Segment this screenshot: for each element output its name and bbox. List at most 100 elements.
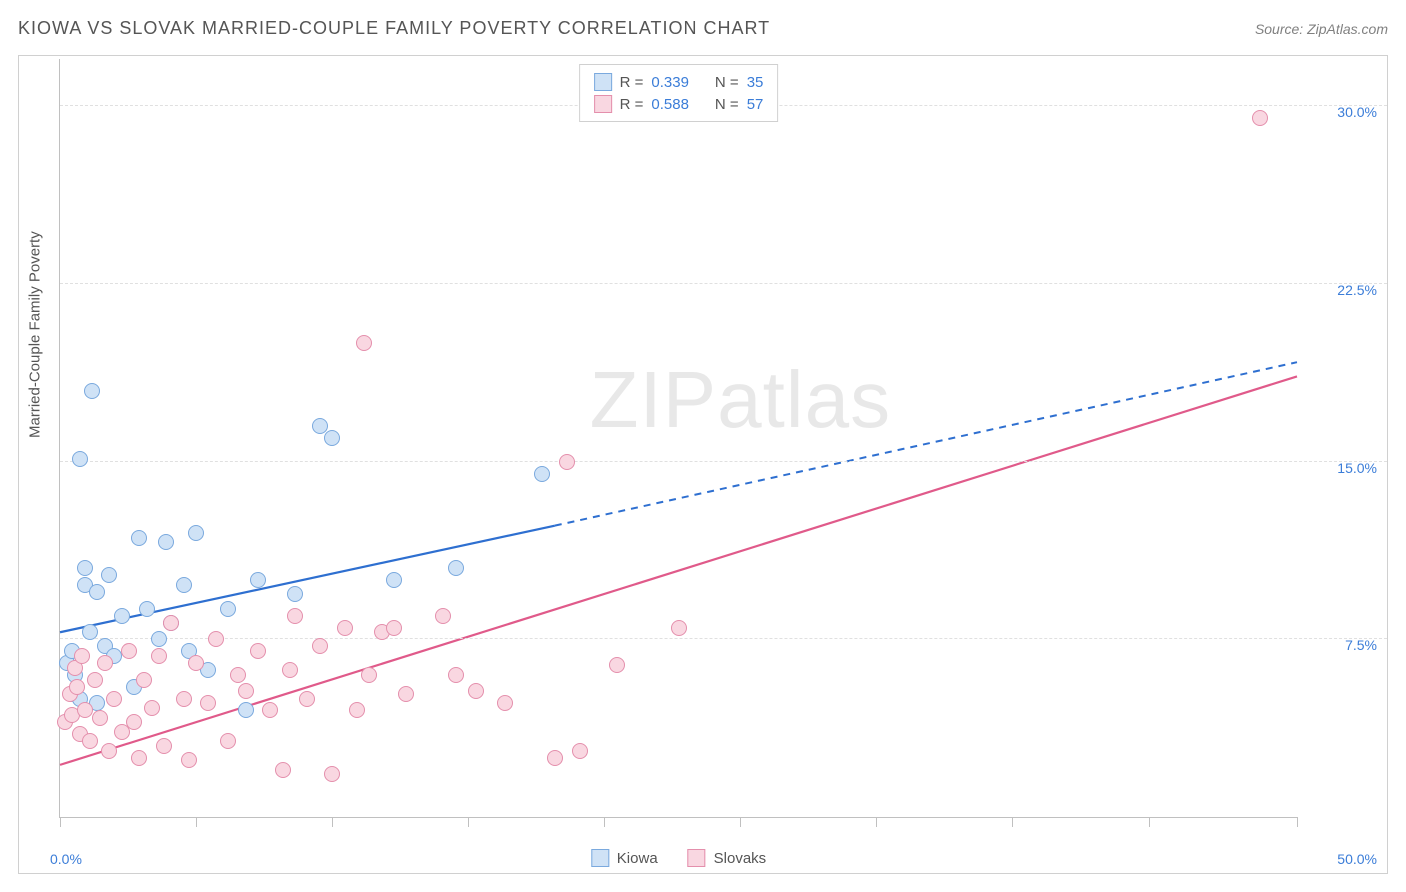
data-point-slovaks [238, 683, 254, 699]
gridline-h [60, 461, 1387, 462]
data-point-slovaks [435, 608, 451, 624]
data-point-slovaks [87, 672, 103, 688]
data-point-slovaks [82, 733, 98, 749]
x-tick [332, 817, 333, 827]
data-point-slovaks [208, 631, 224, 647]
y-tick-label: 7.5% [1345, 637, 1377, 653]
y-tick-label: 15.0% [1337, 460, 1377, 476]
data-point-slovaks [287, 608, 303, 624]
y-tick-label: 30.0% [1337, 104, 1377, 120]
data-point-slovaks [559, 454, 575, 470]
data-point-slovaks [77, 702, 93, 718]
data-point-kiowa [101, 567, 117, 583]
data-point-slovaks [547, 750, 563, 766]
data-point-slovaks [188, 655, 204, 671]
data-point-slovaks [181, 752, 197, 768]
data-point-kiowa [89, 584, 105, 600]
series-legend-label: Slovaks [714, 850, 767, 867]
data-point-kiowa [84, 383, 100, 399]
data-point-slovaks [324, 766, 340, 782]
legend-row-kiowa: R = 0.339 N = 35 [594, 71, 764, 93]
legend-swatch-slovaks [688, 849, 706, 867]
chart-container: Married-Couple Family Poverty ZIPatlas R… [18, 55, 1388, 874]
data-point-slovaks [312, 638, 328, 654]
x-tick [1012, 817, 1013, 827]
data-point-slovaks [156, 738, 172, 754]
data-point-slovaks [497, 695, 513, 711]
y-tick-label: 22.5% [1337, 282, 1377, 298]
gridline-h [60, 638, 1387, 639]
data-point-kiowa [151, 631, 167, 647]
data-point-kiowa [534, 466, 550, 482]
data-point-kiowa [176, 577, 192, 593]
legend-n-value: 35 [747, 74, 764, 91]
data-point-kiowa [82, 624, 98, 640]
data-point-slovaks [230, 667, 246, 683]
watermark: ZIPatlas [590, 354, 891, 446]
x-tick [60, 817, 61, 827]
data-point-slovaks [92, 710, 108, 726]
data-point-slovaks [131, 750, 147, 766]
legend-r-label: R = [620, 74, 644, 91]
series-legend: Kiowa Slovaks [591, 849, 766, 867]
data-point-slovaks [468, 683, 484, 699]
data-point-kiowa [220, 601, 236, 617]
data-point-slovaks [448, 667, 464, 683]
regression-legend: R = 0.339 N = 35 R = 0.588 N = 57 [579, 64, 779, 122]
x-tick [1149, 817, 1150, 827]
legend-r-value: 0.339 [651, 74, 689, 91]
data-point-slovaks [163, 615, 179, 631]
data-point-slovaks [349, 702, 365, 718]
data-point-kiowa [139, 601, 155, 617]
data-point-slovaks [361, 667, 377, 683]
x-tick-label: 0.0% [50, 851, 82, 867]
data-point-slovaks [671, 620, 687, 636]
data-point-slovaks [282, 662, 298, 678]
data-point-slovaks [1252, 110, 1268, 126]
data-point-slovaks [275, 762, 291, 778]
x-tick [196, 817, 197, 827]
legend-swatch-slovaks [594, 95, 612, 113]
data-point-slovaks [572, 743, 588, 759]
data-point-kiowa [114, 608, 130, 624]
legend-n-label: N = [715, 96, 739, 113]
data-point-slovaks [126, 714, 142, 730]
legend-n-value: 57 [747, 96, 764, 113]
data-point-slovaks [74, 648, 90, 664]
regression-line-ext-kiowa [555, 362, 1297, 525]
x-tick [1297, 817, 1298, 827]
source-credit: Source: ZipAtlas.com [1255, 21, 1388, 37]
chart-title: KIOWA VS SLOVAK MARRIED-COUPLE FAMILY PO… [18, 18, 770, 39]
x-tick [740, 817, 741, 827]
watermark-bold: ZIP [590, 355, 717, 444]
series-legend-item-kiowa: Kiowa [591, 849, 658, 867]
data-point-slovaks [200, 695, 216, 711]
series-legend-item-slovaks: Slovaks [688, 849, 767, 867]
data-point-slovaks [398, 686, 414, 702]
data-point-slovaks [106, 691, 122, 707]
data-point-slovaks [176, 691, 192, 707]
data-point-slovaks [121, 643, 137, 659]
data-point-slovaks [69, 679, 85, 695]
data-point-kiowa [386, 572, 402, 588]
data-point-kiowa [158, 534, 174, 550]
data-point-kiowa [77, 560, 93, 576]
data-point-kiowa [131, 530, 147, 546]
data-point-kiowa [188, 525, 204, 541]
legend-r-label: R = [620, 96, 644, 113]
legend-n-label: N = [715, 74, 739, 91]
data-point-slovaks [386, 620, 402, 636]
data-point-slovaks [220, 733, 236, 749]
gridline-h [60, 283, 1387, 284]
data-point-slovaks [136, 672, 152, 688]
data-point-kiowa [72, 451, 88, 467]
data-point-slovaks [356, 335, 372, 351]
data-point-slovaks [609, 657, 625, 673]
data-point-slovaks [250, 643, 266, 659]
legend-r-value: 0.588 [651, 96, 689, 113]
data-point-kiowa [238, 702, 254, 718]
legend-row-slovaks: R = 0.588 N = 57 [594, 93, 764, 115]
data-point-kiowa [324, 430, 340, 446]
data-point-slovaks [97, 655, 113, 671]
plot-area: Married-Couple Family Poverty ZIPatlas R… [59, 59, 1297, 818]
